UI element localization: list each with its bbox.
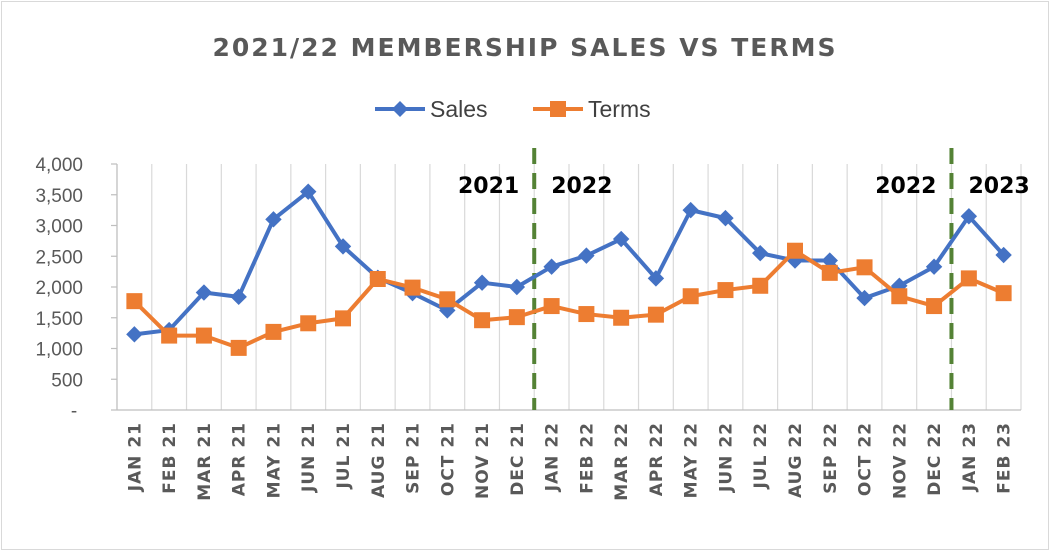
terms-point [926, 298, 943, 315]
sales-point [612, 230, 630, 248]
sales-point [647, 270, 665, 287]
year-label-before: 2022 [875, 174, 936, 199]
x-axis-ticks: JAN 21 FEB 21 MAR 21 APR 21 MAY 21 JUN 21 JUL … [125, 422, 1014, 501]
y-axis-ticks: - 500 1,000 1,500 2,000 2,500 3,000 3,500 4,000 [35, 155, 117, 422]
y-tick-label: 3,000 [35, 217, 83, 238]
terms-point [126, 293, 143, 310]
sales-line [134, 189, 1006, 337]
sales-point [995, 246, 1012, 264]
sales-point [856, 289, 873, 307]
sales-point [717, 209, 734, 227]
x-tick-label: AUG 22 [786, 422, 806, 498]
series-group [126, 183, 1012, 356]
chart-title: 2021/22 MEMBERSHIP SALES VS TERMS [212, 33, 837, 62]
x-tick-label: JUN 22 [716, 422, 736, 493]
sales-point [300, 183, 317, 200]
terms-point [787, 242, 803, 259]
sales-point [265, 211, 282, 228]
terms-point [752, 277, 769, 294]
y-tick-label: 2,500 [35, 247, 83, 268]
x-tick-label: DEC 22 [925, 422, 945, 496]
x-tick-label: MAR 21 [195, 422, 215, 501]
terms-point [717, 282, 734, 299]
legend: Sales Terms [375, 96, 651, 122]
legend-marker-terms [550, 101, 566, 117]
x-tick-label: AUG 21 [369, 422, 389, 498]
sales-point [925, 258, 943, 275]
legend-label-terms: Terms [588, 96, 651, 122]
x-tick-label: MAY 21 [264, 422, 284, 498]
x-tick-label: JAN 22 [543, 422, 563, 492]
x-tick-label: DEC 21 [508, 422, 528, 496]
terms-point [195, 327, 212, 344]
sales-point [682, 201, 699, 219]
x-tick-label: FEB 22 [577, 422, 597, 494]
x-tick-label: MAR 22 [612, 422, 632, 501]
sales-point [752, 244, 769, 262]
sales-point [230, 288, 247, 306]
terms-point [995, 285, 1012, 302]
terms-point [821, 264, 838, 281]
y-tick-label: 2,000 [35, 278, 83, 299]
sales-point [195, 284, 213, 301]
legend-marker-sales [392, 101, 408, 117]
x-tick-label: FEB 23 [995, 422, 1015, 494]
x-tick-label: SEP 22 [821, 422, 841, 494]
y-tick-label: 4,000 [35, 155, 83, 176]
x-tick-label: JAN 21 [125, 422, 145, 492]
year-label-after: 2023 [968, 174, 1029, 199]
sales-point [578, 247, 595, 264]
sales-point [508, 278, 526, 296]
year-label-before: 2021 [458, 174, 519, 199]
terms-point [265, 323, 282, 340]
terms-point [682, 288, 699, 305]
x-tick-label: FEB 21 [160, 422, 180, 494]
sales-point [473, 274, 491, 291]
terms-point [960, 270, 977, 287]
terms-point [647, 306, 664, 323]
terms-point [404, 279, 421, 296]
x-tick-label: JAN 23 [960, 422, 980, 492]
terms-point [508, 309, 525, 326]
year-dividers: 2021 2022 2022 2023 [458, 148, 1030, 410]
terms-point [891, 288, 908, 305]
sales-point [543, 258, 560, 275]
terms-point [543, 298, 560, 315]
legend-label-sales: Sales [430, 96, 488, 122]
terms-point [230, 339, 247, 356]
terms-point [578, 306, 595, 323]
x-tick-label: MAY 22 [682, 422, 702, 498]
y-tick-label: 1,500 [35, 309, 83, 330]
y-tick-label: - [71, 401, 77, 422]
terms-point [369, 271, 386, 288]
x-tick-label: APR 21 [230, 422, 250, 496]
year-label-after: 2022 [551, 174, 612, 199]
x-tick-label: NOV 22 [890, 422, 910, 499]
terms-point [335, 310, 351, 327]
y-tick-label: 3,500 [35, 186, 83, 207]
terms-point [439, 291, 456, 308]
y-tick-label: 1,000 [35, 340, 83, 361]
y-tick-label: 500 [51, 370, 83, 391]
x-tick-label: NOV 21 [473, 422, 493, 499]
terms-point [613, 309, 630, 326]
terms-point [161, 327, 178, 344]
sales-point [126, 326, 143, 343]
terms-point [856, 259, 873, 276]
x-tick-label: JUL 22 [751, 422, 771, 490]
x-tick-label: SEP 21 [404, 422, 424, 494]
x-tick-label: APR 22 [647, 422, 667, 496]
x-tick-label: JUL 21 [334, 422, 354, 490]
x-tick-label: OCT 22 [856, 422, 876, 496]
sales-point [334, 238, 352, 255]
terms-point [300, 315, 317, 332]
x-tick-label: JUN 21 [299, 422, 319, 493]
sales-point [960, 208, 978, 225]
terms-point [474, 312, 491, 329]
x-tick-label: OCT 21 [438, 422, 458, 496]
